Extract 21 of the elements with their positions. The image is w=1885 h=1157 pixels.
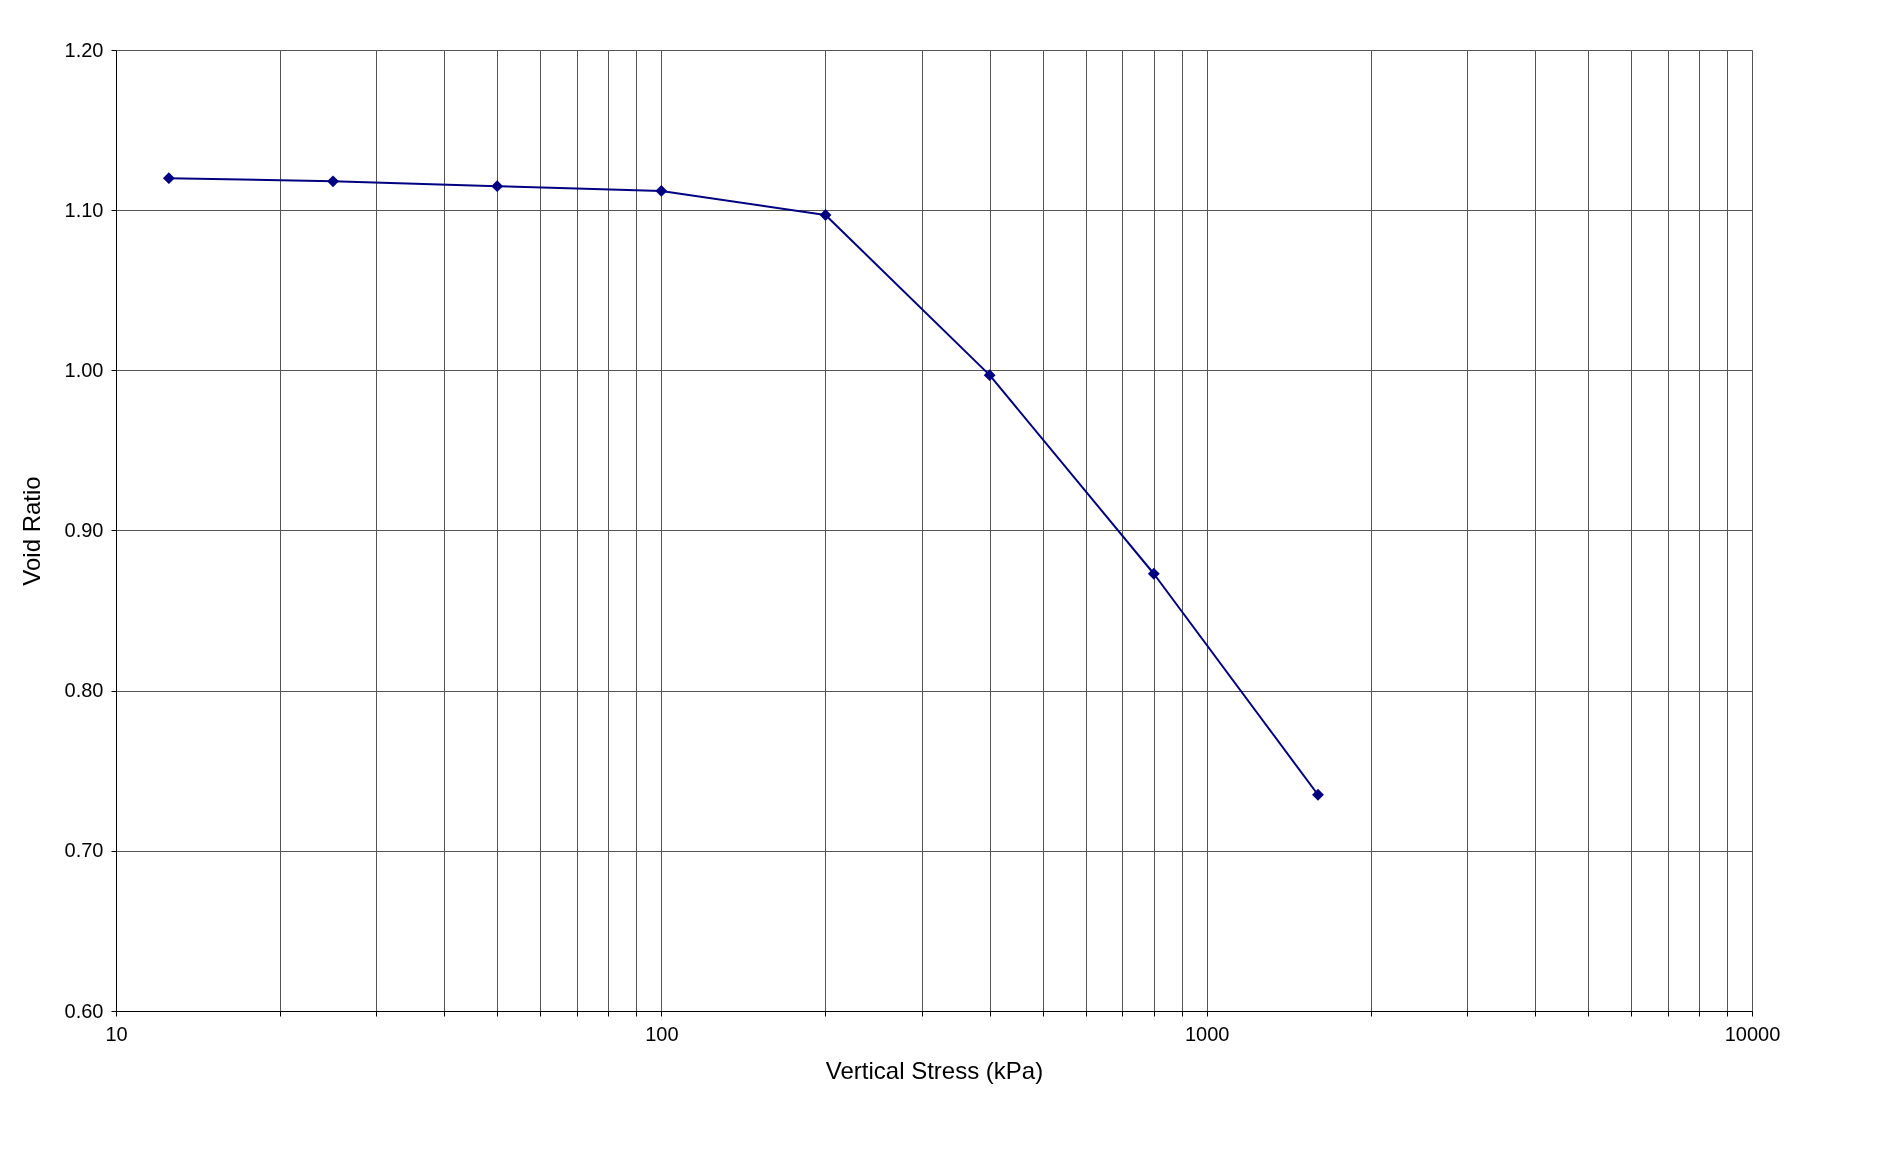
y-tick-label: 1.20 (64, 38, 104, 61)
x-tick-label: 10000 (1724, 1022, 1781, 1045)
y-tick-label: 1.10 (64, 198, 104, 221)
x-tick-label: 10 (105, 1022, 128, 1045)
point (491, 180, 504, 193)
point (655, 185, 668, 197)
y-tick-label: 1.00 (64, 358, 104, 381)
y-axis-title: Void Ratio (17, 476, 45, 586)
y-tick-label: 0.80 (64, 679, 104, 702)
x-tick-label: 100 (645, 1022, 679, 1045)
point (1312, 788, 1324, 801)
y-tick-label: 0.70 (64, 839, 104, 862)
point (1147, 567, 1160, 580)
point (162, 172, 175, 185)
y-tick-label: 0.90 (64, 519, 104, 541)
point (983, 369, 996, 382)
x-tick-label: 1000 (1184, 1022, 1230, 1045)
x-axis-title: Vertical Stress (kPa) (825, 1056, 1044, 1084)
point (327, 175, 339, 188)
y-tick-label: 0.60 (64, 999, 104, 1022)
point (819, 209, 832, 221)
